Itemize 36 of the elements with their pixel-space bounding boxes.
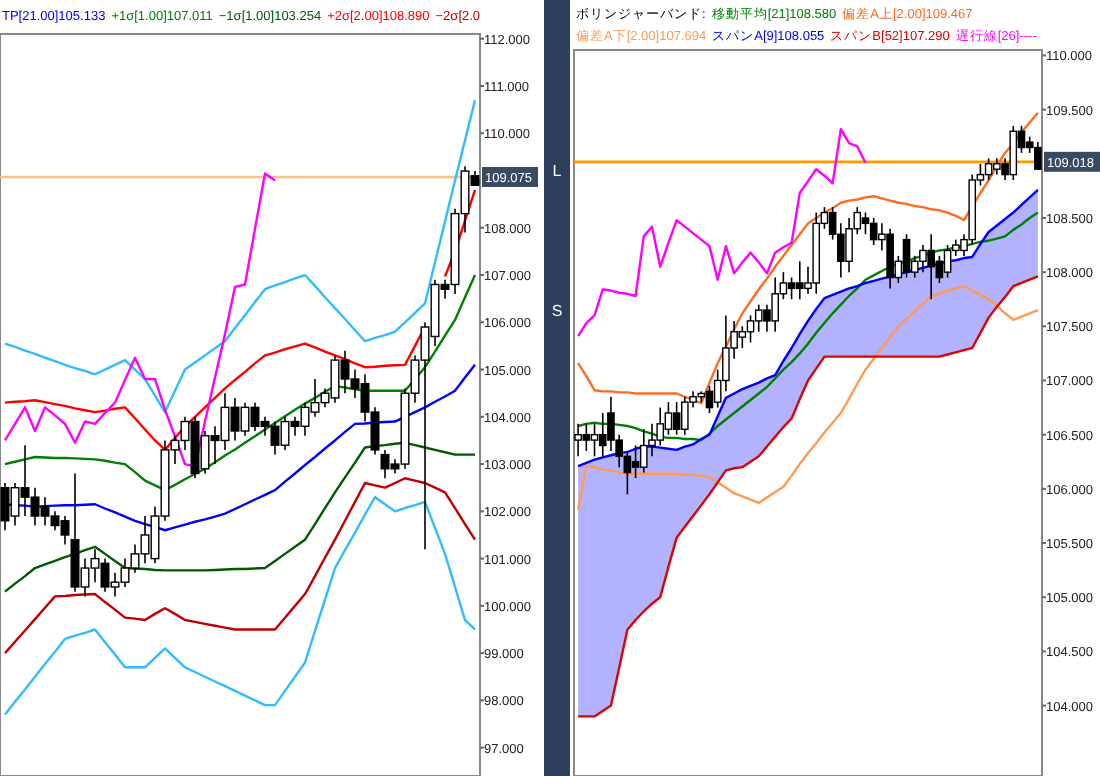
line-series: [576, 285, 1040, 511]
line-series: [576, 111, 1040, 405]
candlestick: [984, 157, 993, 181]
candlestick: [590, 423, 599, 458]
candlestick: [927, 233, 935, 301]
candlestick: [902, 233, 911, 279]
candlestick: [943, 244, 952, 279]
line-series: [3, 98, 477, 414]
text: L: [552, 162, 563, 180]
candlestick: [787, 276, 796, 301]
candlestick: [919, 244, 927, 273]
candlestick: [639, 428, 648, 474]
line-series: [3, 477, 477, 655]
candlestick: [672, 401, 681, 436]
candlestick: [746, 314, 755, 344]
line-series: [3, 172, 277, 468]
line-series: [3, 273, 477, 492]
candlestick: [738, 325, 747, 349]
candlestick: [795, 260, 804, 301]
candlestick: [754, 303, 763, 333]
candlestick: [582, 423, 591, 452]
line-series: [576, 188, 1040, 468]
candlestick: [664, 401, 673, 436]
line-series: [576, 127, 867, 338]
candlestick: [1034, 141, 1042, 170]
candlestick: [631, 444, 640, 479]
line-series: [3, 495, 477, 716]
text: S: [551, 302, 563, 320]
line-series: [576, 211, 1040, 442]
candlestick: [771, 276, 779, 333]
candlestick: [1009, 125, 1018, 181]
candlestick: [681, 395, 689, 436]
candlestick: [861, 211, 870, 236]
line-series: [576, 275, 1040, 718]
candlestick: [869, 217, 878, 246]
candlestick: [886, 227, 894, 290]
